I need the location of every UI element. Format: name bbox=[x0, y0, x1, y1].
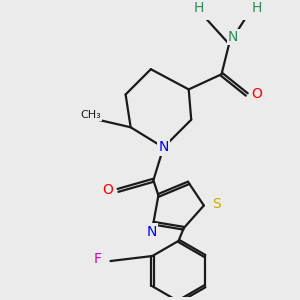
Text: S: S bbox=[212, 197, 221, 211]
Text: O: O bbox=[251, 88, 262, 101]
Text: N: N bbox=[158, 140, 169, 154]
Text: O: O bbox=[103, 183, 113, 197]
Text: N: N bbox=[228, 30, 238, 44]
Text: H: H bbox=[194, 1, 204, 15]
Text: CH₃: CH₃ bbox=[81, 110, 101, 121]
Text: H: H bbox=[252, 1, 262, 15]
Text: N: N bbox=[146, 225, 157, 238]
Text: F: F bbox=[94, 252, 102, 266]
